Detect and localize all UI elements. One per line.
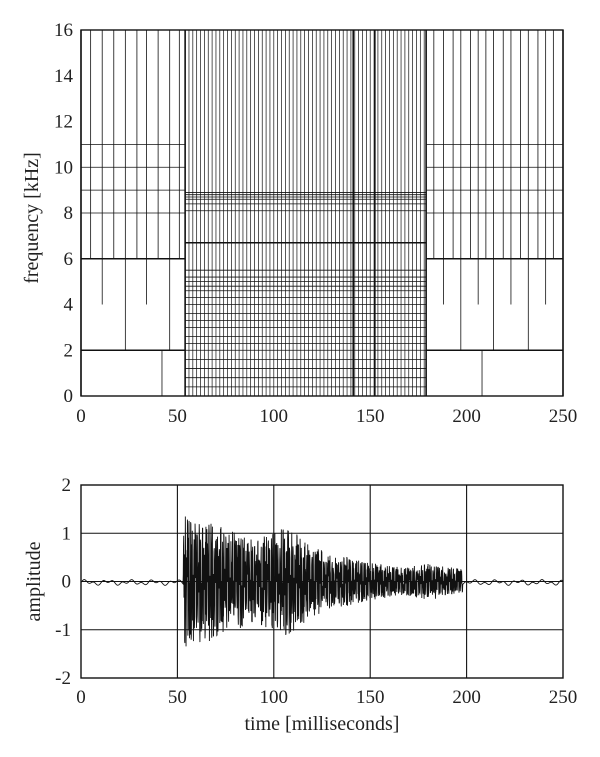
x-tick-label: 200 — [452, 687, 481, 708]
y-tick-label: 10 — [54, 157, 73, 178]
x-tick-label: 100 — [260, 687, 289, 708]
bottom-y-axis-label: amplitude — [23, 541, 45, 621]
top-y-axis-label: frequency [kHz] — [21, 152, 43, 284]
x-tick-label: 250 — [549, 406, 578, 427]
bottom-y-tick-labels: -2 -1 0 1 2 — [55, 475, 71, 689]
top-y-tick-labels: 0 2 4 6 8 10 12 14 16 — [54, 20, 74, 407]
x-tick-label: 250 — [549, 687, 578, 708]
y-tick-label: 2 — [62, 475, 72, 496]
y-tick-label: 2 — [64, 340, 74, 361]
x-tick-label: 0 — [76, 687, 86, 708]
x-tick-label: 50 — [168, 687, 187, 708]
bottom-x-tick-labels: 0 50 100 150 200 250 — [76, 687, 577, 708]
y-tick-label: 1 — [62, 523, 72, 544]
bottom-plot-frame — [80, 484, 564, 679]
y-tick-label: 0 — [62, 572, 72, 593]
y-tick-label: 6 — [64, 249, 74, 270]
y-tick-label: 4 — [64, 295, 74, 316]
waveform-line — [80, 516, 564, 647]
y-tick-label: 8 — [64, 203, 74, 224]
top-plot-frame — [80, 29, 564, 397]
x-tick-label: 50 — [168, 406, 187, 427]
time-frequency-panel: 0 2 4 6 8 10 12 14 16 0 50 100 150 200 250 frequency … — [21, 20, 577, 427]
y-tick-label: 14 — [54, 66, 74, 87]
y-tick-label: 0 — [64, 386, 74, 407]
y-tick-label: 16 — [54, 20, 73, 41]
waveform-panel: -2 -1 0 1 2 0 50 100 150 200 250 amplitude time [… — [23, 475, 577, 735]
x-tick-label: 200 — [452, 406, 481, 427]
tiling-lines — [80, 30, 564, 396]
x-tick-label: 0 — [76, 406, 86, 427]
top-x-tick-labels: 0 50 100 150 200 250 — [76, 406, 577, 427]
y-tick-label: 12 — [54, 112, 73, 133]
y-tick-label: -2 — [55, 668, 71, 689]
x-tick-label: 150 — [356, 406, 385, 427]
y-tick-label: -1 — [55, 620, 71, 641]
bottom-x-axis-label: time [milliseconds] — [245, 713, 400, 735]
x-tick-label: 150 — [356, 687, 385, 708]
x-tick-label: 100 — [260, 406, 289, 427]
